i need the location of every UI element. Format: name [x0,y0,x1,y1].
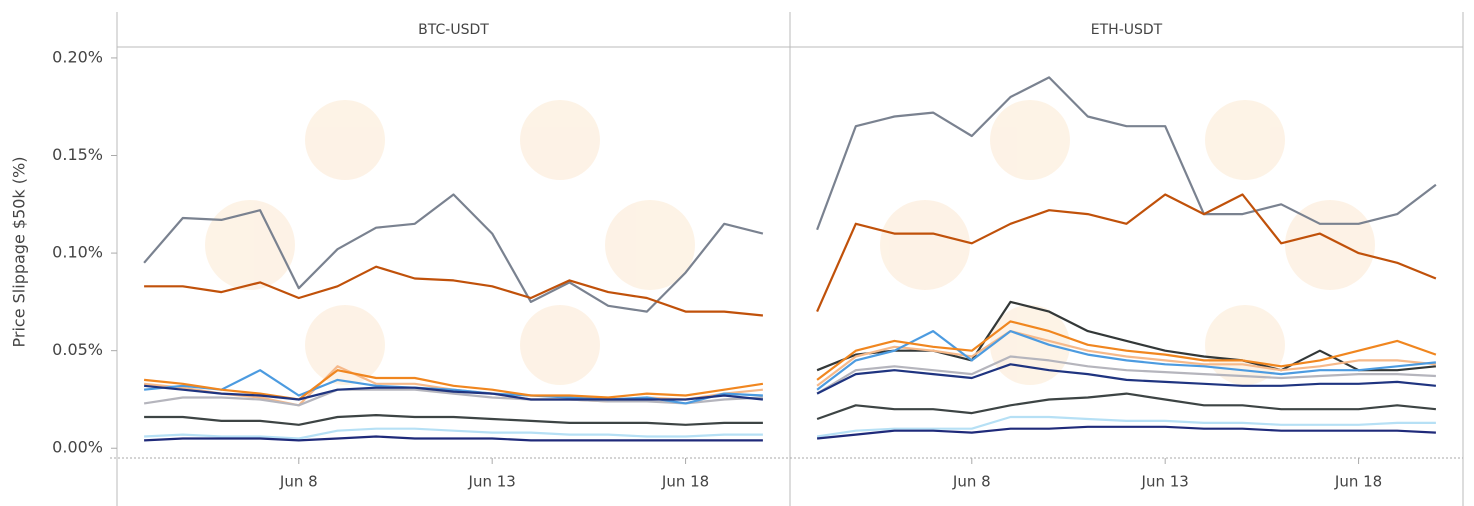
series-line [144,265,764,317]
series-line [816,193,1437,313]
panel-title: BTC-USDT [418,22,489,38]
series-line [143,369,764,401]
series-line [816,320,1437,381]
x-tick-label: Jun 18 [1334,473,1382,491]
y-tick-label: 0.10% [52,243,103,262]
series-line [816,76,1437,231]
series-line [143,388,763,407]
series-line [816,363,1437,395]
series-line [816,355,1436,395]
panel-title: ETH-USDT [1091,22,1163,38]
y-axis-label: Price Slippage $50k (%) [10,157,29,348]
series-line [143,384,764,401]
series-line [816,425,1436,440]
watermark [205,100,1375,385]
series-line [816,330,1437,391]
series-line [143,193,764,313]
y-tick-label: 0.00% [52,438,103,457]
x-tick-label: Jun 18 [661,473,709,491]
x-tick-label: Jun 13 [468,473,516,491]
y-tick-label: 0.20% [52,47,103,66]
x-tick-label: Jun 8 [952,473,991,491]
x-tick-label: Jun 13 [1141,473,1189,491]
y-tick-label: 0.15% [52,145,103,164]
series-line [144,414,763,426]
series-line [144,435,763,442]
series-line [144,427,763,440]
y-tick-label: 0.05% [52,340,103,359]
series-line [816,415,1436,438]
series-line [816,330,1437,387]
x-tick-label: Jun 8 [279,473,318,491]
series-line [816,392,1437,421]
